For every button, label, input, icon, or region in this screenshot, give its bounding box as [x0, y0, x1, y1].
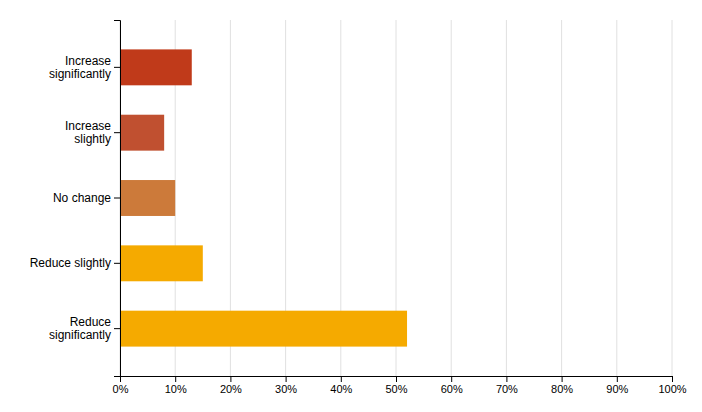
tick-label: 40% — [330, 383, 352, 395]
axis-line — [121, 377, 673, 383]
bar — [120, 180, 175, 216]
tick-mark — [562, 376, 563, 382]
grid — [120, 20, 672, 376]
chart: 0% 10% 20% 30% 40% 50% 60% 70% 80% 90% 100% Increas… — [0, 0, 702, 412]
tick-mark — [672, 376, 673, 382]
tick: Reducesignificantly — [49, 315, 120, 342]
bar — [120, 311, 407, 347]
tick: 0% — [113, 376, 129, 395]
tick: 90% — [606, 376, 628, 395]
plot: 0% 10% 20% 30% 40% 50% 60% 70% 80% 90% 100% Increas… — [30, 20, 687, 395]
grid-line — [616, 20, 617, 376]
tick-label: 100% — [658, 383, 686, 395]
tick: 40% — [330, 376, 352, 395]
tick: 80% — [551, 376, 573, 395]
x-axis: 0% 10% 20% 30% 40% 50% 60% 70% 80% 90% 100% — [113, 376, 687, 395]
tick-label: Reducesignificantly — [49, 315, 111, 342]
tick-mark — [230, 376, 231, 382]
tick-label: Increasesignificantly — [49, 54, 111, 81]
axis-line — [114, 21, 121, 377]
tick: 100% — [658, 376, 686, 395]
bars — [120, 49, 407, 346]
grid-line — [561, 20, 562, 376]
tick: Increasesignificantly — [49, 54, 120, 81]
grid-line — [451, 20, 452, 376]
grid-line — [672, 20, 673, 376]
tick-mark — [114, 132, 120, 133]
tick-mark — [114, 263, 120, 264]
grid-line — [506, 20, 507, 376]
tick-mark — [114, 328, 120, 329]
tick: 50% — [385, 376, 407, 395]
tick-mark — [114, 198, 120, 199]
tick-label: 60% — [441, 383, 463, 395]
tick-label: 30% — [275, 383, 297, 395]
tick-mark — [286, 376, 287, 382]
tick-label: Increaseslightly — [65, 119, 111, 146]
y-axis: Increasesignificantly Increaseslightly No … — [30, 21, 121, 377]
tick: Reduce slightly — [30, 256, 120, 270]
tick: 20% — [220, 376, 242, 395]
tick-label: No change — [53, 191, 111, 205]
tick: 10% — [165, 376, 187, 395]
tick-mark — [114, 67, 120, 68]
tick-label: Reduce slightly — [30, 256, 111, 270]
tick-mark — [341, 376, 342, 382]
tick: Increaseslightly — [65, 119, 120, 146]
tick-label: 50% — [385, 383, 407, 395]
tick-label: 70% — [496, 383, 518, 395]
tick: 60% — [441, 376, 463, 395]
tick-label: 0% — [113, 383, 129, 395]
tick-mark — [396, 376, 397, 382]
tick-mark — [451, 376, 452, 382]
tick-label: 20% — [220, 383, 242, 395]
bar — [120, 49, 192, 85]
tick-label: 10% — [165, 383, 187, 395]
bar — [120, 245, 203, 281]
tick-mark — [506, 376, 507, 382]
tick: 30% — [275, 376, 297, 395]
tick: 70% — [496, 376, 518, 395]
tick-mark — [175, 376, 176, 382]
bar — [120, 115, 164, 151]
tick-mark — [617, 376, 618, 382]
tick-label: 90% — [606, 383, 628, 395]
tick: No change — [53, 191, 120, 205]
tick-label: 80% — [551, 383, 573, 395]
